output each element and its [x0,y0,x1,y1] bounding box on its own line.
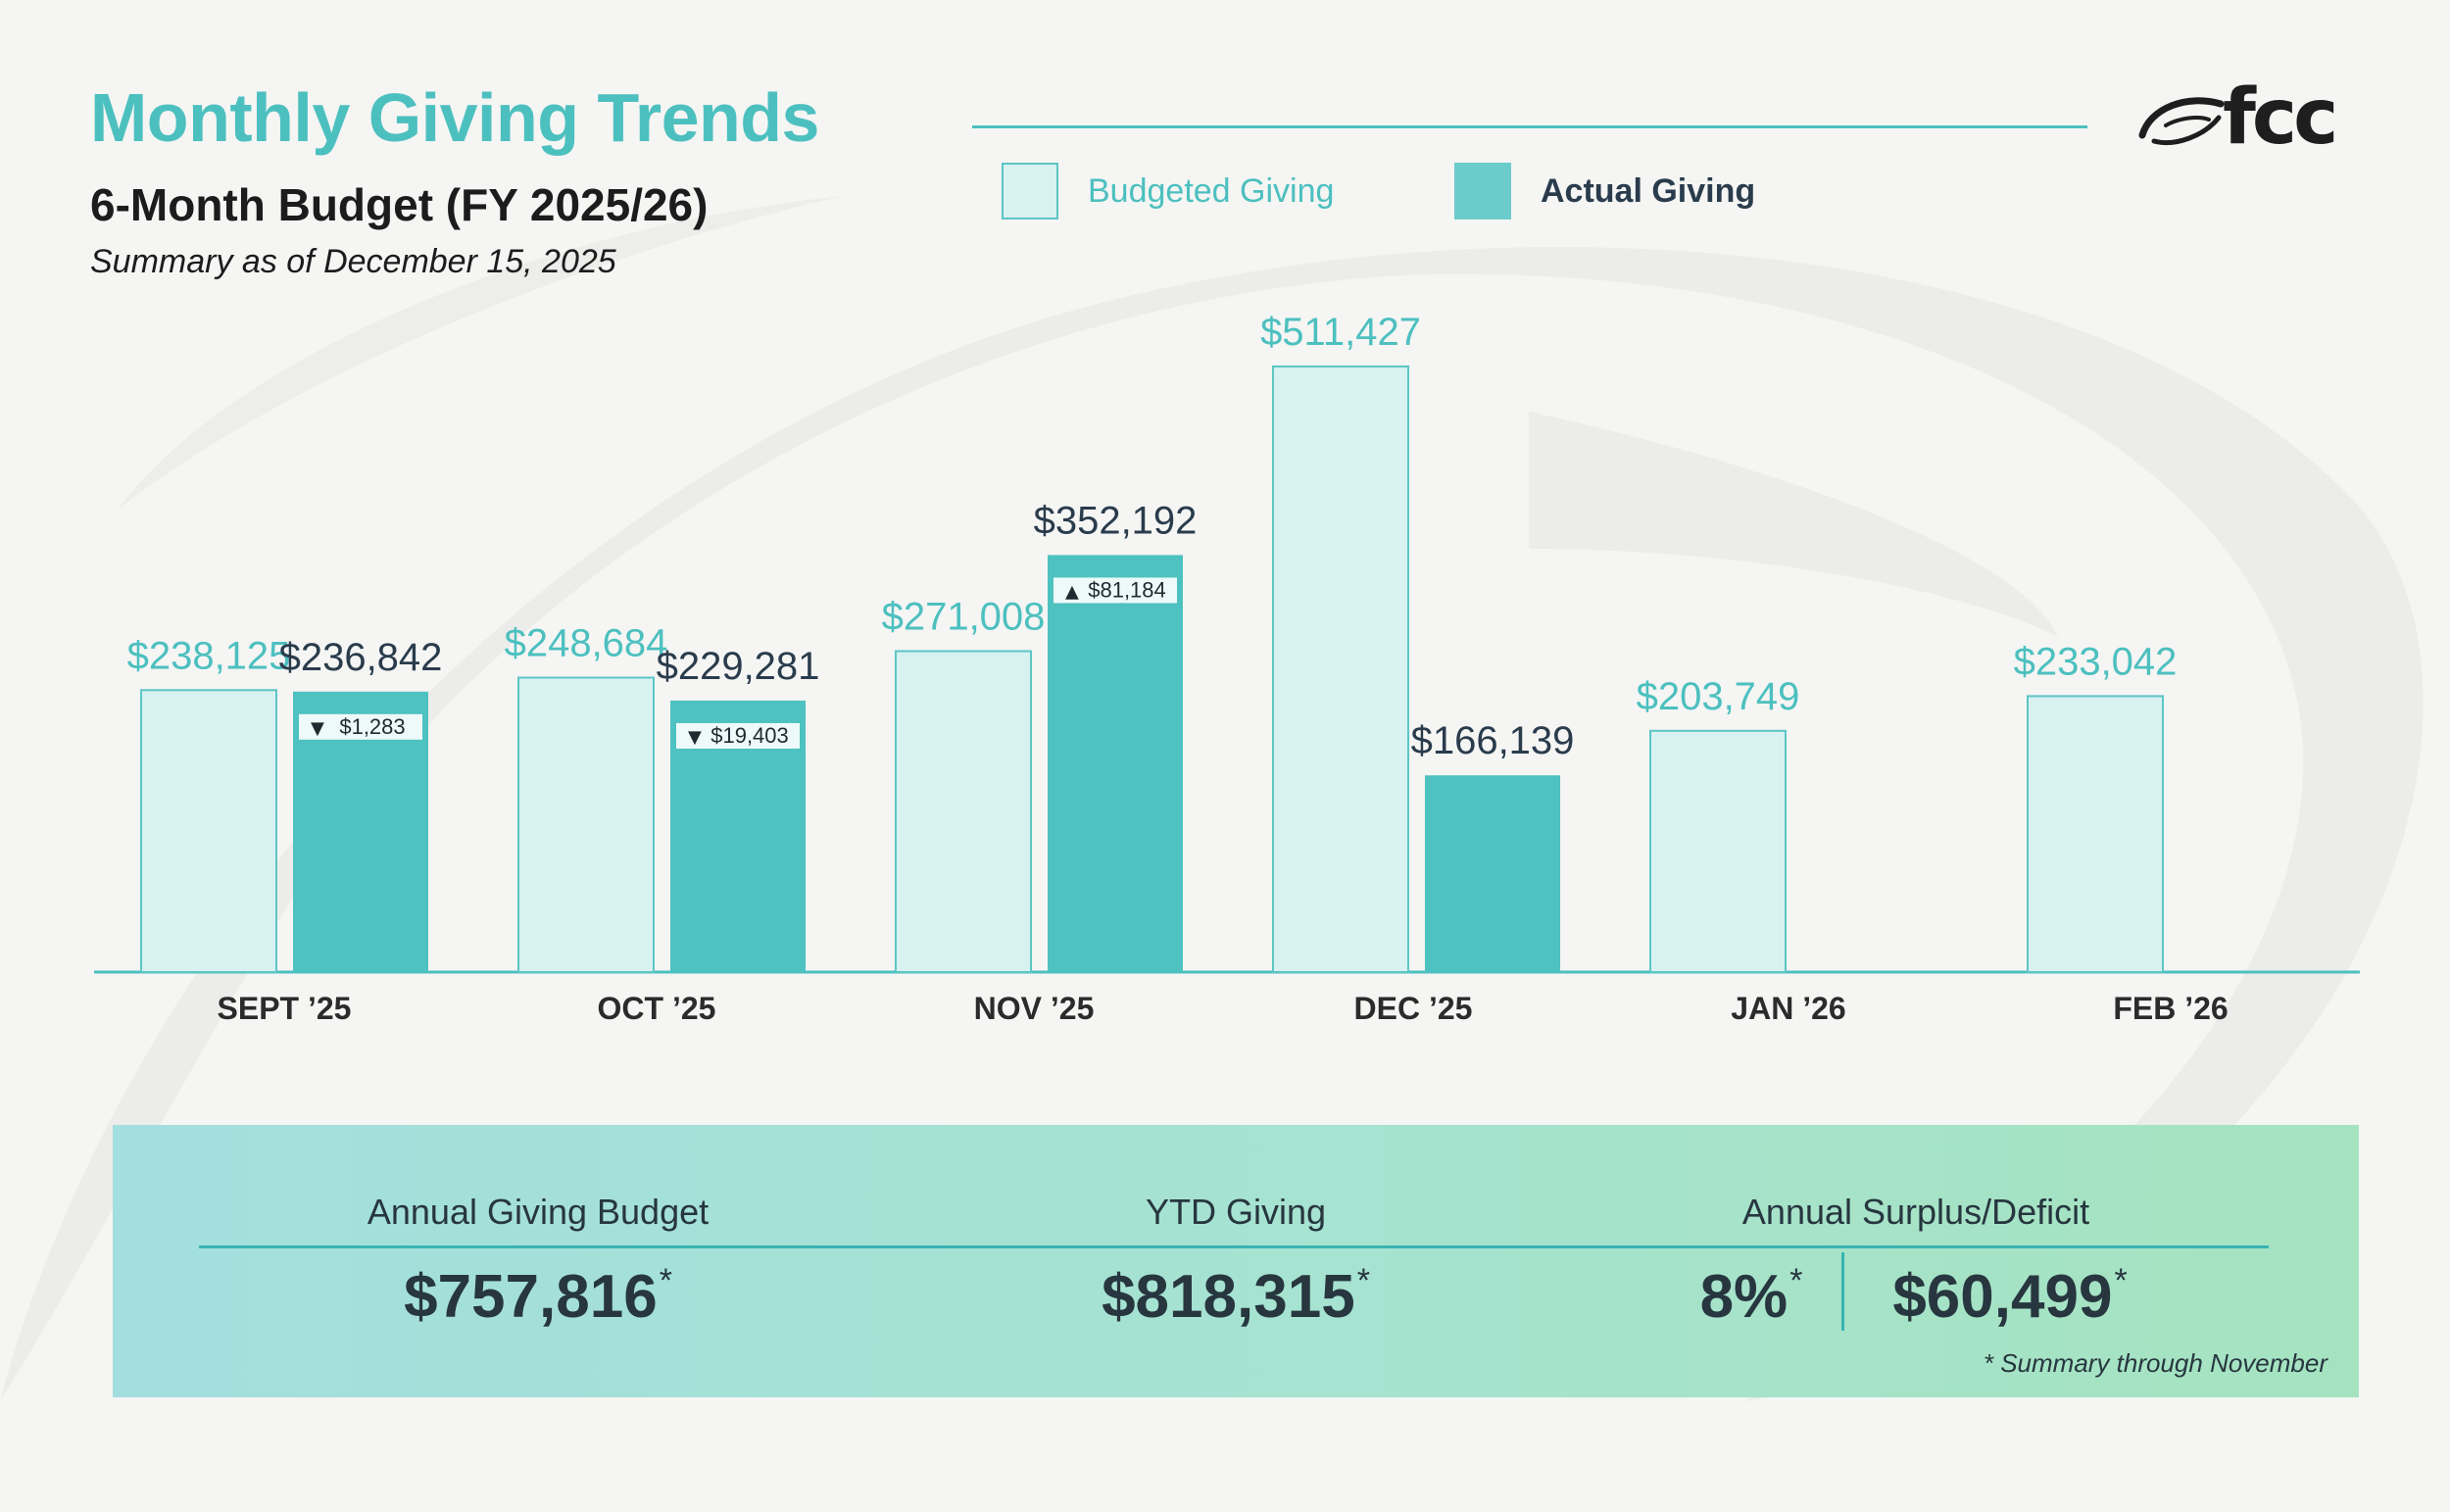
bar-label-actual: $236,842 [279,636,443,679]
variance-badge [676,722,800,749]
variance-arrow-icon: ▼ [688,727,702,748]
bar-label-budgeted: $238,125 [127,634,291,677]
bar-label-budgeted: $203,749 [1637,675,1800,718]
bar-label-actual: $229,281 [657,645,820,688]
x-tick-label: FEB ’26 [2113,991,2228,1026]
bar-budgeted [895,650,1032,973]
variance-label: $81,184 [1088,577,1166,602]
summary-rule [199,1245,2269,1248]
variance-arrow-icon: ▼ [311,718,324,739]
legend-swatch-actual [1454,163,1511,219]
swoosh-logo-icon [2138,97,2225,145]
title-rule [972,125,2087,128]
x-tick-label: DEC ’25 [1354,991,1473,1026]
logo-text: fcc [2223,73,2334,159]
bar-budgeted [1272,366,1409,973]
variance-label: $1,283 [339,714,405,739]
x-tick-label: OCT ’25 [598,991,716,1026]
legend-label-budget: Budgeted Giving [1088,171,1335,210]
bar-budgeted [1649,729,1787,973]
bar-budgeted [2027,695,2164,973]
bar-label-budgeted: $511,427 [1260,311,1421,354]
fcc-logo: fcc [2138,73,2338,159]
surplus-percent-value: 8%* [1700,1262,1803,1332]
summary-panel: Annual Giving Budget YTD Giving Annual S… [113,1125,2359,1397]
bar-label-budgeted: $233,042 [2014,640,2178,683]
x-tick-label: JAN ’26 [1731,991,1845,1026]
annual-budget-amount: $757,816 [404,1263,658,1331]
summary-date: Summary as of December 15, 2025 [90,243,616,280]
surplus-deficit-label: Annual Surplus/Deficit [1741,1192,2090,1232]
variance-arrow-icon: ▲ [1065,581,1079,602]
bar-actual [1048,555,1183,972]
bar-budgeted [140,689,277,973]
legend-item-budget: Budgeted Giving [1002,163,1334,219]
surplus-amount-value: $60,499* [1892,1262,2127,1332]
page-title: Monthly Giving Trends [90,79,819,156]
bar-label-actual: $166,139 [1411,719,1575,762]
annual-budget-asterisk: * [659,1262,672,1299]
surplus-amount-asterisk: * [2114,1262,2128,1299]
x-tick-label: NOV ’25 [974,991,1095,1026]
legend-label-actual: Actual Giving [1541,171,1756,210]
surplus-percent-amount: 8% [1699,1263,1788,1331]
ytd-giving-asterisk: * [1356,1262,1370,1299]
bar-label-budgeted: $271,008 [882,596,1046,639]
variance-label: $19,403 [710,723,789,748]
x-tick-label: SEPT ’25 [218,991,352,1026]
ytd-giving-label: YTD Giving [1145,1192,1327,1232]
variance-badge [299,713,422,740]
legend-item-actual: Actual Giving [1454,163,1755,219]
ytd-giving-value: $818,315* [1102,1262,1370,1332]
bar-label-budgeted: $248,684 [505,621,668,664]
bar-actual [1425,775,1560,972]
variance-badge [1054,577,1177,604]
surplus-percent-asterisk: * [1789,1262,1803,1299]
page-subtitle: 6-Month Budget (FY 2025/26) [90,179,709,230]
surplus-amount: $60,499 [1892,1263,2113,1331]
giving-bar-chart: SEPT ’25 OCT ’25 NOV ’25 DEC ’25 JAN ’26 FEB … [94,311,2360,1026]
bar-budgeted [517,676,655,973]
summary-footnote: * Summary through November [1983,1348,2328,1378]
annual-budget-value: $757,816* [404,1262,672,1332]
legend-swatch-budget [1002,163,1058,219]
summary-divider [1841,1252,1844,1331]
ytd-giving-amount: $818,315 [1102,1263,1355,1331]
annual-budget-label: Annual Giving Budget [367,1192,710,1232]
bar-label-actual: $352,192 [1034,499,1198,542]
